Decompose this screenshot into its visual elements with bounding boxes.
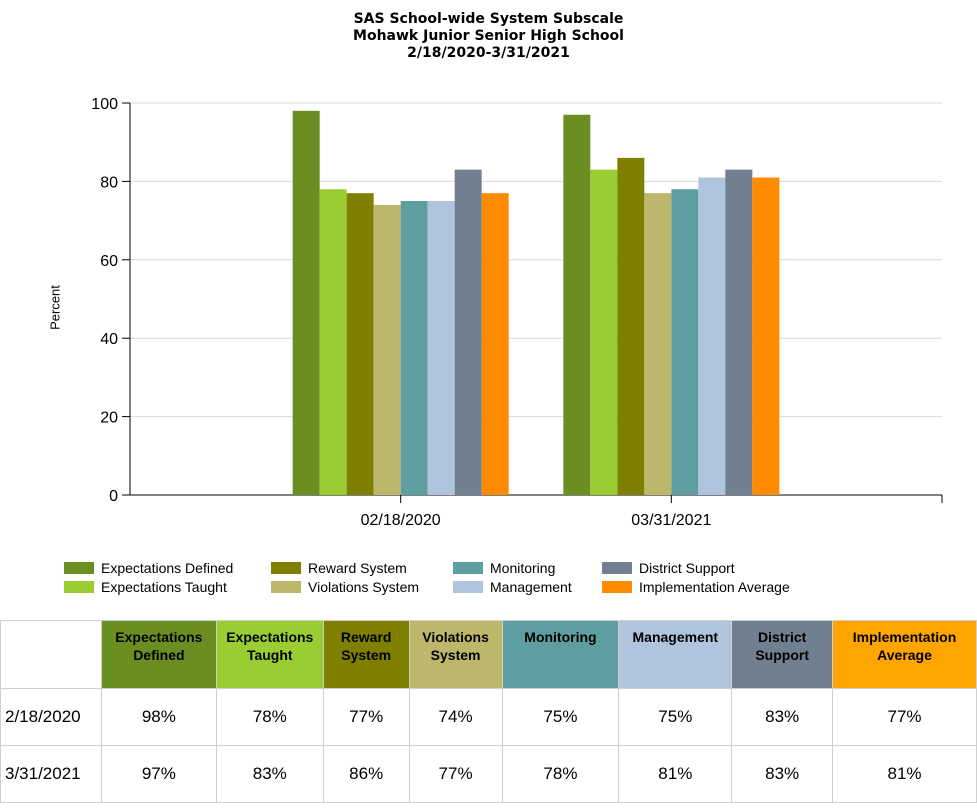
table-header-line: Support xyxy=(755,647,809,663)
legend-swatch xyxy=(602,562,632,574)
table-header-cell: Expectations Taught xyxy=(215,620,324,689)
table-header-line: Implementation xyxy=(852,629,957,645)
x-tick-label: 02/18/2020 xyxy=(361,512,441,529)
table-cell: 74% xyxy=(408,688,503,746)
legend-label: Violations System xyxy=(308,579,420,595)
chart-date-range: 2/18/2020-3/31/2021 xyxy=(407,45,570,61)
table-cell: 86% xyxy=(322,745,410,803)
table-row-label: 3/31/2021 xyxy=(0,745,102,803)
table-header-cell: Expectations Defined xyxy=(100,620,217,689)
legend-label: Implementation Average xyxy=(639,579,790,595)
table-cell: 77% xyxy=(832,688,977,746)
bar xyxy=(671,189,699,496)
bar xyxy=(617,157,645,495)
bar xyxy=(454,169,482,495)
table-cell: 77% xyxy=(322,688,410,746)
legend-swatch xyxy=(453,581,483,593)
table-cell: 83% xyxy=(731,745,834,803)
bar xyxy=(292,110,320,495)
table-cell: 77% xyxy=(408,745,503,803)
table-header-line: Average xyxy=(877,647,932,663)
table-cell: 81% xyxy=(832,745,977,803)
table-row: 2/18/2020 98% 78% 77% 74% 75% 75% 83% 77% xyxy=(0,688,977,746)
table-header-line: Expectations xyxy=(226,629,314,645)
table-header-cell: Monitoring xyxy=(501,620,620,689)
table-header-line: District xyxy=(758,629,807,645)
y-tick-label: 0 xyxy=(109,488,118,505)
table-header-line: Taught xyxy=(246,647,293,663)
legend-label: Monitoring xyxy=(490,560,556,576)
bar-chart: 0 20 40 60 80 100 02/18/2020 03/31/2021 xyxy=(91,96,943,529)
legend-label: Expectations Defined xyxy=(101,560,234,576)
table-header-cell: Reward System xyxy=(322,620,410,689)
table-header-line: Expectations xyxy=(115,629,203,645)
table-cell: 78% xyxy=(501,745,620,803)
bar xyxy=(725,169,753,495)
table-corner-cell xyxy=(0,620,102,689)
bar xyxy=(698,177,726,496)
x-tick-label: 03/31/2021 xyxy=(631,512,711,529)
bar xyxy=(590,169,618,495)
table-header-cell: District Support xyxy=(731,620,834,689)
bar xyxy=(563,114,591,495)
legend-label: District Support xyxy=(639,560,735,576)
chart-title: SAS School-wide System Subscale xyxy=(353,11,624,27)
table-header-line: Violations xyxy=(422,629,489,645)
bar xyxy=(346,193,374,495)
legend-swatch xyxy=(271,562,301,574)
legend-swatch xyxy=(602,581,632,593)
table-cell: 81% xyxy=(618,745,733,803)
legend-swatch xyxy=(64,581,94,593)
table-header-line: Reward xyxy=(340,629,392,645)
table-cell: 83% xyxy=(215,745,324,803)
y-tick-label: 20 xyxy=(100,410,118,427)
table-row: 3/31/2021 97% 83% 86% 77% 78% 81% 83% 81% xyxy=(0,745,977,803)
legend-swatch xyxy=(271,581,301,593)
table-cell: 83% xyxy=(731,688,834,746)
table-header-cell: Implementation Average xyxy=(832,620,977,689)
table-cell: 97% xyxy=(100,745,217,803)
table-cell: 75% xyxy=(501,688,620,746)
bar xyxy=(644,193,672,495)
table-cell: 78% xyxy=(215,688,324,746)
y-tick-label: 60 xyxy=(100,253,118,270)
legend-label: Reward System xyxy=(308,560,407,576)
table-header-cell: Management xyxy=(618,620,733,689)
bar xyxy=(400,201,428,495)
table-header-cell: Violations System xyxy=(408,620,503,689)
table-header-line: System xyxy=(430,647,481,663)
table-cell: 98% xyxy=(100,688,217,746)
table-row-label: 2/18/2020 xyxy=(0,688,102,746)
table-header-line: Monitoring xyxy=(524,629,597,645)
bar xyxy=(427,201,455,495)
y-axis-label: Percent xyxy=(47,285,63,330)
bar xyxy=(373,204,401,496)
legend-label: Management xyxy=(490,579,572,595)
y-tick-label: 40 xyxy=(100,331,118,348)
bar xyxy=(481,193,509,495)
data-table: Expectations Defined Expectations Taught Rew… xyxy=(0,620,977,803)
table-header-line: System xyxy=(341,647,392,663)
legend-swatch xyxy=(453,562,483,574)
table-cell: 75% xyxy=(618,688,733,746)
table-header-line: Management xyxy=(632,629,719,645)
chart-subtitle: Mohawk Junior Senior High School xyxy=(353,28,624,44)
table-header-line: Defined xyxy=(133,647,185,663)
y-tick-label: 80 xyxy=(100,174,118,191)
bar xyxy=(752,177,780,496)
table-header-row: Expectations Defined Expectations Taught Rew… xyxy=(0,620,977,689)
legend-label: Expectations Taught xyxy=(101,579,227,595)
legend-swatch xyxy=(64,562,94,574)
y-tick-label: 100 xyxy=(91,96,118,113)
chart-titles: SAS School-wide System Subscale Mohawk J… xyxy=(0,11,977,62)
bar xyxy=(319,189,347,496)
